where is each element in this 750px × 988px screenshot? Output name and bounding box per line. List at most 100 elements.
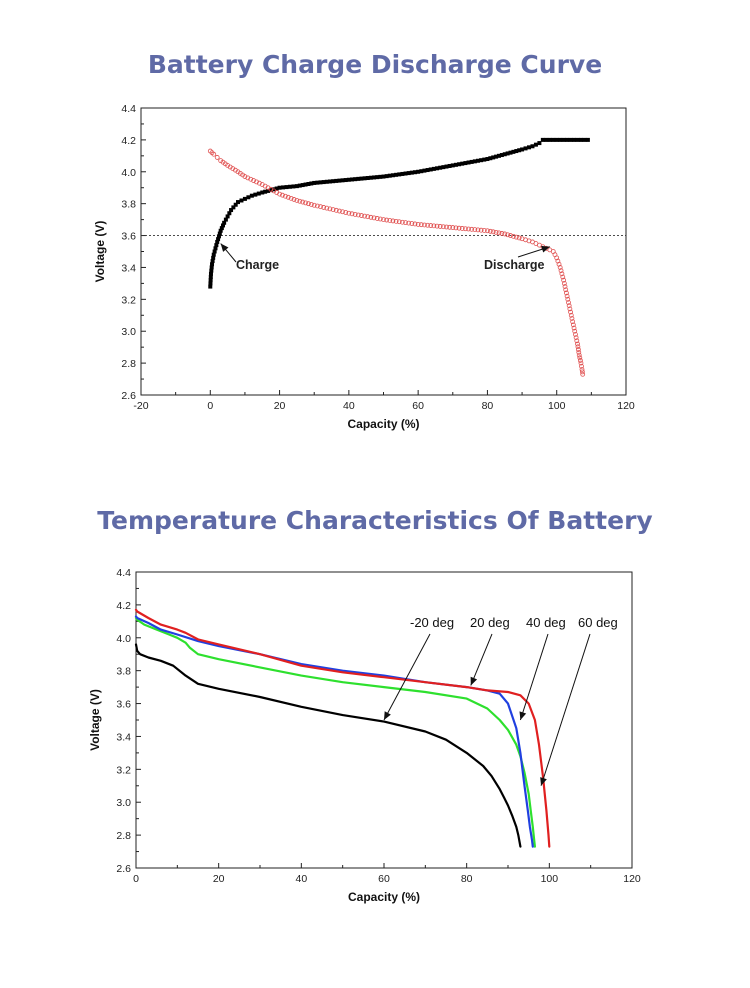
data-point (340, 178, 345, 183)
data-point (479, 158, 484, 163)
data-point (362, 176, 367, 181)
data-point (245, 175, 251, 181)
x-tick-label: 20 (213, 873, 225, 885)
data-point (459, 226, 465, 231)
data-point (579, 367, 585, 372)
y-tick-label: 3.2 (121, 294, 136, 306)
data-point (208, 278, 213, 283)
data-point (575, 347, 581, 352)
data-point (520, 147, 525, 152)
data-point (271, 187, 276, 192)
data-point (435, 166, 440, 171)
data-point (306, 201, 311, 207)
data-point (555, 258, 561, 264)
y-tick-label: 3.6 (121, 231, 136, 243)
data-point (579, 363, 584, 369)
annotation-arrow-20-deg (470, 633, 493, 686)
annotation-20-deg: 20 deg (470, 615, 510, 630)
data-point (447, 163, 452, 168)
data-point (450, 225, 456, 230)
data-point (537, 141, 542, 146)
x-tick-label: 40 (295, 873, 307, 885)
data-point (242, 196, 247, 201)
data-point (303, 182, 308, 187)
data-point (233, 202, 238, 207)
data-point (208, 271, 213, 276)
y-tick-label: 4.0 (116, 633, 131, 645)
data-point (399, 219, 405, 225)
data-point (561, 280, 567, 286)
data-point (210, 262, 215, 267)
data-point (355, 212, 361, 218)
data-point (268, 188, 273, 193)
x-tick-label: 0 (207, 400, 213, 412)
x-axis-label: Capacity (%) (347, 417, 419, 431)
data-point (490, 229, 496, 235)
data-point (251, 178, 256, 183)
y-tick-label: 2.6 (121, 390, 136, 402)
annotation-arrowhead (470, 676, 478, 686)
data-point (431, 166, 436, 171)
annotation-arrow-60-deg (540, 633, 591, 786)
data-point (208, 275, 213, 280)
data-point (558, 268, 564, 274)
data-point (494, 154, 499, 159)
data-point (218, 228, 223, 233)
data-point (462, 226, 468, 232)
data-point (487, 228, 493, 234)
data-point (285, 194, 291, 200)
data-point (390, 218, 396, 224)
data-point (242, 174, 248, 179)
data-point (343, 210, 349, 215)
data-point (453, 225, 459, 231)
data-point (249, 193, 254, 198)
y-tick-label: 2.6 (116, 863, 131, 875)
data-point (422, 168, 427, 173)
data-point (256, 191, 261, 196)
data-point (394, 172, 399, 177)
data-point (463, 161, 468, 166)
data-point (212, 249, 217, 254)
data-point (297, 198, 303, 204)
data-point (441, 165, 446, 170)
data-point (578, 137, 583, 142)
data-point (220, 223, 225, 228)
data-point (400, 171, 405, 176)
data-point (294, 184, 299, 189)
charge-discharge-chart: -20 0 20 40 60 80 100 120 2.6 2.8 3.0 3.2 3.4 3.6 3.8 4… (93, 103, 635, 431)
y-tick-label: 3.6 (116, 699, 131, 711)
annotation-arrowhead (519, 711, 527, 720)
data-point (475, 227, 481, 233)
data-point (229, 208, 234, 213)
x-tick-label: 60 (378, 873, 390, 885)
data-point (568, 312, 574, 318)
data-point (352, 211, 358, 217)
data-point (280, 192, 285, 198)
data-point (560, 274, 566, 280)
data-point (219, 226, 224, 231)
data-point (491, 155, 496, 160)
annotation-arrowhead (540, 777, 547, 786)
annotation-arrowhead (541, 245, 550, 253)
data-point (381, 174, 386, 179)
annotation-charge: Charge (236, 258, 279, 272)
data-point (496, 153, 501, 158)
data-point (263, 189, 268, 194)
x-tick-label: 120 (617, 400, 635, 412)
data-point (236, 200, 240, 205)
data-point (346, 177, 351, 182)
y-tick-label: 3.8 (121, 199, 136, 211)
annotation-60-deg: 60 deg (578, 615, 618, 630)
data-point (485, 228, 490, 234)
x-axis-label: Capacity (%) (348, 890, 420, 904)
data-point (434, 223, 440, 229)
y-tick-label: 4.4 (116, 567, 131, 579)
data-point (499, 231, 505, 236)
x-tick-label: -20 (133, 400, 148, 412)
data-point (565, 296, 571, 302)
data-point (457, 162, 462, 167)
data-point (574, 338, 580, 344)
data-point (209, 265, 214, 270)
annotation-arrow-40-deg (519, 633, 549, 721)
data-point (502, 231, 508, 237)
